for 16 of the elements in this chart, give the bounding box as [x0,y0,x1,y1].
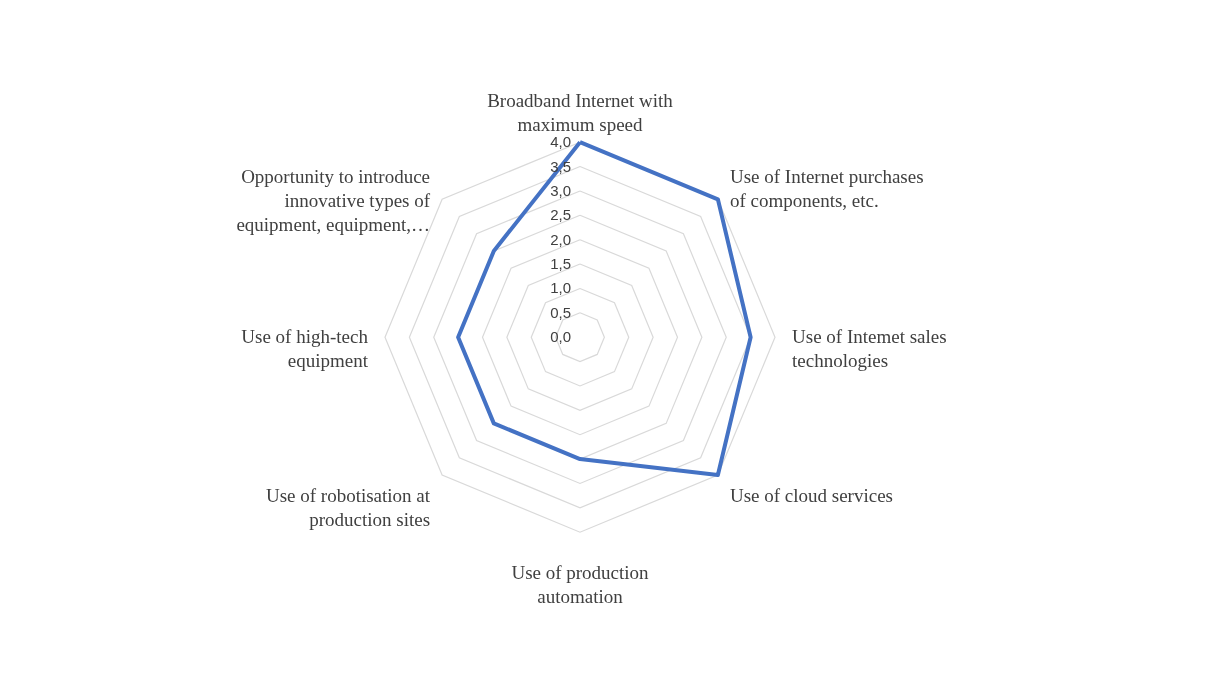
y-tick-label: 0,0 [550,328,571,346]
spoke-label: Use of production automation [511,561,650,607]
y-tick-label: 1,0 [550,279,571,297]
spoke-label: Use of robotisation at production sites [265,485,431,531]
y-tick-label: 1,5 [550,255,571,273]
y-tick-label: 2,0 [550,230,571,248]
y-tick-label: 2,5 [550,206,571,224]
spoke-label: Use of cloud services [729,485,893,507]
y-tick-label: 3,0 [550,181,571,199]
spoke-label: Broadband Internet with maximum speed [487,89,674,135]
y-tick-label: 0,5 [550,303,571,321]
y-tick-label: 4,0 [550,133,571,151]
spoke-label: Use of high-tech equipment [241,326,369,372]
spoke-label: Use of Internet purchases of components, etc. [729,166,924,212]
spoke-label: Opportunity to introduce innovative types of equipment, equipment,… [236,166,431,236]
spoke-label: Use of Intemet sales technologies [792,326,947,372]
